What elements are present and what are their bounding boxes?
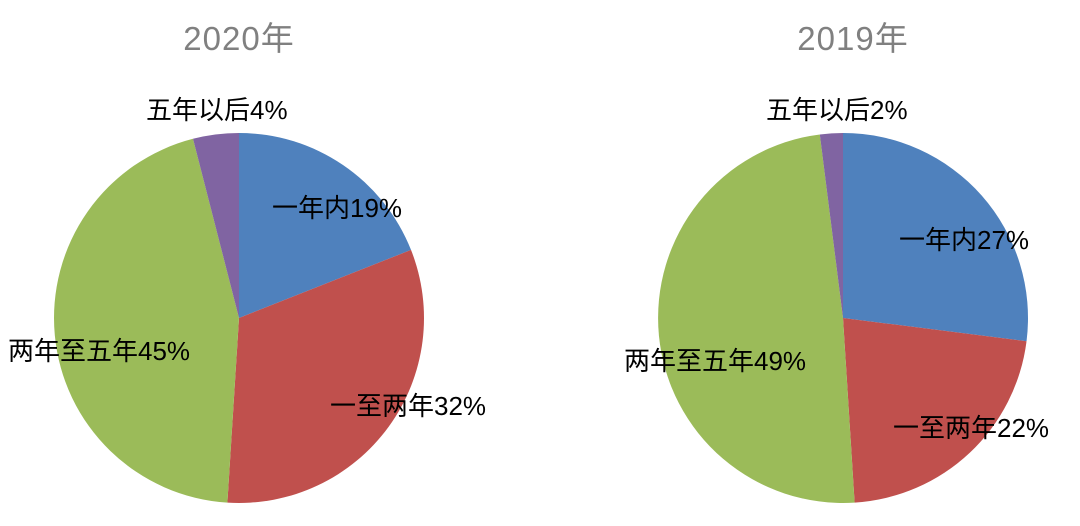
data-label-2020-after-5yr: 五年以后4%: [146, 95, 288, 125]
pie-slice-1: [227, 249, 424, 503]
data-label-2020-within-1yr: 一年内19%: [272, 193, 403, 223]
chart-title-2019: 2019年: [797, 20, 909, 57]
data-label-2019-within-1yr: 一年内27%: [899, 225, 1030, 255]
pie-chart-2020: [54, 133, 424, 503]
data-label-2019-1-2yr: 一至两年22%: [893, 413, 1050, 443]
chart-title-2020: 2020年: [183, 20, 295, 57]
data-label-2019-2-5yr: 两年至五年49%: [624, 346, 807, 376]
pie-slice-1: [843, 318, 1027, 503]
pie-slice-3: [819, 133, 843, 318]
pie-slice-3: [192, 133, 239, 318]
pie-chart-2019: [658, 133, 1028, 503]
pie-slice-0: [843, 133, 1028, 342]
pie-slice-2: [54, 138, 239, 503]
data-label-2020-2-5yr: 两年至五年45%: [8, 336, 191, 366]
pie-slice-2: [658, 134, 855, 503]
data-label-2020-1-2yr: 一至两年32%: [330, 391, 487, 421]
data-label-2019-after-5yr: 五年以后2%: [766, 95, 908, 125]
pie-slice-0: [239, 133, 412, 318]
